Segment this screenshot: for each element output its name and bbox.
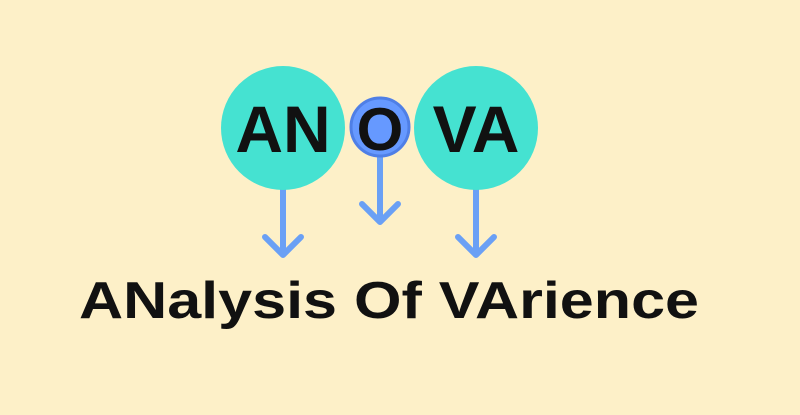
expansion-text: ANalysis Of VArience [79,272,699,330]
acronym-o: O [357,96,404,163]
arrow-o [359,142,401,225]
arrow-va [455,182,497,258]
arrow-an [262,182,304,258]
circle-an [221,66,345,190]
acronym-an: AN [235,92,330,166]
circle-va [414,66,538,190]
acronym-va: VA [433,92,520,166]
circle-o [349,96,411,158]
